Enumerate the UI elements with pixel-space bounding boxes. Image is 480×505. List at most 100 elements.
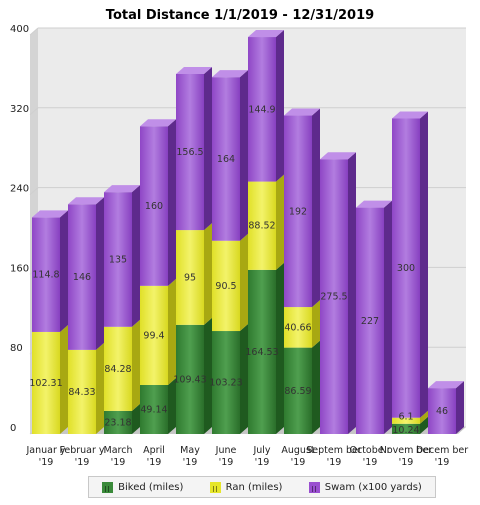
data-label: 84.28 <box>104 364 131 375</box>
bar-side <box>420 416 428 434</box>
bar-top <box>320 152 356 160</box>
bar-front <box>248 181 276 270</box>
bar-front <box>140 285 168 385</box>
x-category-line: '19 <box>399 457 414 468</box>
bar-side <box>96 342 104 434</box>
data-label: 192 <box>289 206 307 217</box>
data-label: 88.52 <box>248 221 275 232</box>
bar-front <box>320 159 348 434</box>
bar-segment-biked <box>392 416 428 434</box>
bar-front <box>68 204 96 350</box>
bar-side <box>276 262 284 434</box>
bar-front <box>284 115 312 308</box>
data-label: 146 <box>73 272 91 283</box>
x-category-line: Octobe r <box>349 445 390 456</box>
bar-segment-swam <box>428 381 464 434</box>
bar-front <box>248 269 276 434</box>
bar-front <box>248 37 276 182</box>
legend-item-biked[interactable]: Biked (miles) <box>102 481 183 493</box>
bar-top <box>248 30 284 38</box>
legend-label-ran: Ran (miles) <box>225 481 283 493</box>
x-category-line: July <box>252 445 270 456</box>
bar-top <box>140 119 176 127</box>
data-label: 6.1 <box>398 412 413 423</box>
x-category-line: Septem ber <box>306 445 362 456</box>
bar-front <box>176 230 204 325</box>
x-category-line: '19 <box>363 457 378 468</box>
bar-side <box>168 278 176 385</box>
x-category-label: Novem ber '19 <box>380 445 433 468</box>
bar-front <box>104 410 132 434</box>
data-label: 10.24 <box>392 425 419 436</box>
bar-segment-swam <box>212 70 248 241</box>
x-category-line: '19 <box>435 457 450 468</box>
data-label: 109.43 <box>173 374 206 385</box>
bar-top <box>428 381 464 389</box>
chart-title: Total Distance 1/1/2019 - 12/31/2019 <box>105 8 375 23</box>
y-tick-label: 320 <box>10 104 29 115</box>
bar-side <box>240 70 248 241</box>
data-label: 103.23 <box>209 378 242 389</box>
data-label: 164.53 <box>245 347 278 358</box>
bar-segment-swam <box>356 200 392 434</box>
bar-front <box>392 118 420 418</box>
data-label: 227 <box>361 316 379 327</box>
x-category-line: '19 <box>39 457 54 468</box>
legend-item-ran[interactable]: Ran (miles) <box>209 481 283 493</box>
legend-label-swam: Swam (x100 yards) <box>324 481 422 493</box>
x-category-line: '19 <box>183 457 198 468</box>
bar-side <box>348 152 356 434</box>
x-category-line: Februar y <box>59 445 104 456</box>
x-category-line: '19 <box>327 457 342 468</box>
x-category-line: Decem ber <box>416 445 468 456</box>
bar-side <box>60 324 68 434</box>
y-tick-label: 160 <box>10 263 29 274</box>
data-label: 49.14 <box>140 404 167 415</box>
bar-segment-ran <box>212 233 248 332</box>
legend-swatch-biked <box>102 481 114 493</box>
bar-side <box>420 111 428 418</box>
bar-side <box>456 381 464 434</box>
data-label: 275.5 <box>320 292 347 303</box>
data-label: 156.5 <box>176 147 203 158</box>
x-category-line: June <box>215 445 237 456</box>
legend-item-swam[interactable]: Swam (x100 yards) <box>308 481 422 493</box>
bar-top <box>32 210 68 218</box>
bar-side <box>60 210 68 332</box>
bar-top <box>392 111 428 119</box>
bar-side <box>312 108 320 308</box>
x-category-label: Octobe r '19 <box>349 445 390 468</box>
bar-segment-ran <box>176 223 212 325</box>
bar-segment-biked <box>212 324 248 434</box>
bar-side <box>276 174 284 270</box>
gridline-side <box>29 107 39 116</box>
bar-side <box>420 410 428 424</box>
bar-front <box>32 331 60 434</box>
x-category-line: Januar y <box>25 445 65 456</box>
bar-side <box>132 403 140 434</box>
x-category-line: Novem ber <box>380 445 433 456</box>
bar-segment-ran <box>68 342 104 434</box>
bar-segment-ran <box>104 319 140 411</box>
data-label: 84.33 <box>68 387 95 398</box>
x-category-line: April <box>143 445 165 456</box>
bar-side <box>312 340 320 434</box>
bar-top <box>104 185 140 193</box>
bar-front <box>104 326 132 411</box>
bar-side <box>132 185 140 327</box>
x-category-label: Februar y '19 <box>59 445 104 468</box>
bar-segment-swam <box>68 197 104 350</box>
y-tick-label: 240 <box>10 184 29 195</box>
x-category-label: May '19 <box>180 445 200 468</box>
bar-front <box>212 77 240 241</box>
data-label: 144.9 <box>248 104 275 115</box>
bar-front <box>356 207 384 434</box>
bar-segment-swam <box>140 119 176 286</box>
bar-front <box>32 217 60 332</box>
bar-segment-swam <box>32 210 68 332</box>
data-label: 46 <box>436 406 448 417</box>
x-category-label: August '19 <box>281 445 315 468</box>
bar-top <box>68 197 104 205</box>
bar-segment-biked <box>284 340 320 434</box>
x-category-line: '19 <box>255 457 270 468</box>
